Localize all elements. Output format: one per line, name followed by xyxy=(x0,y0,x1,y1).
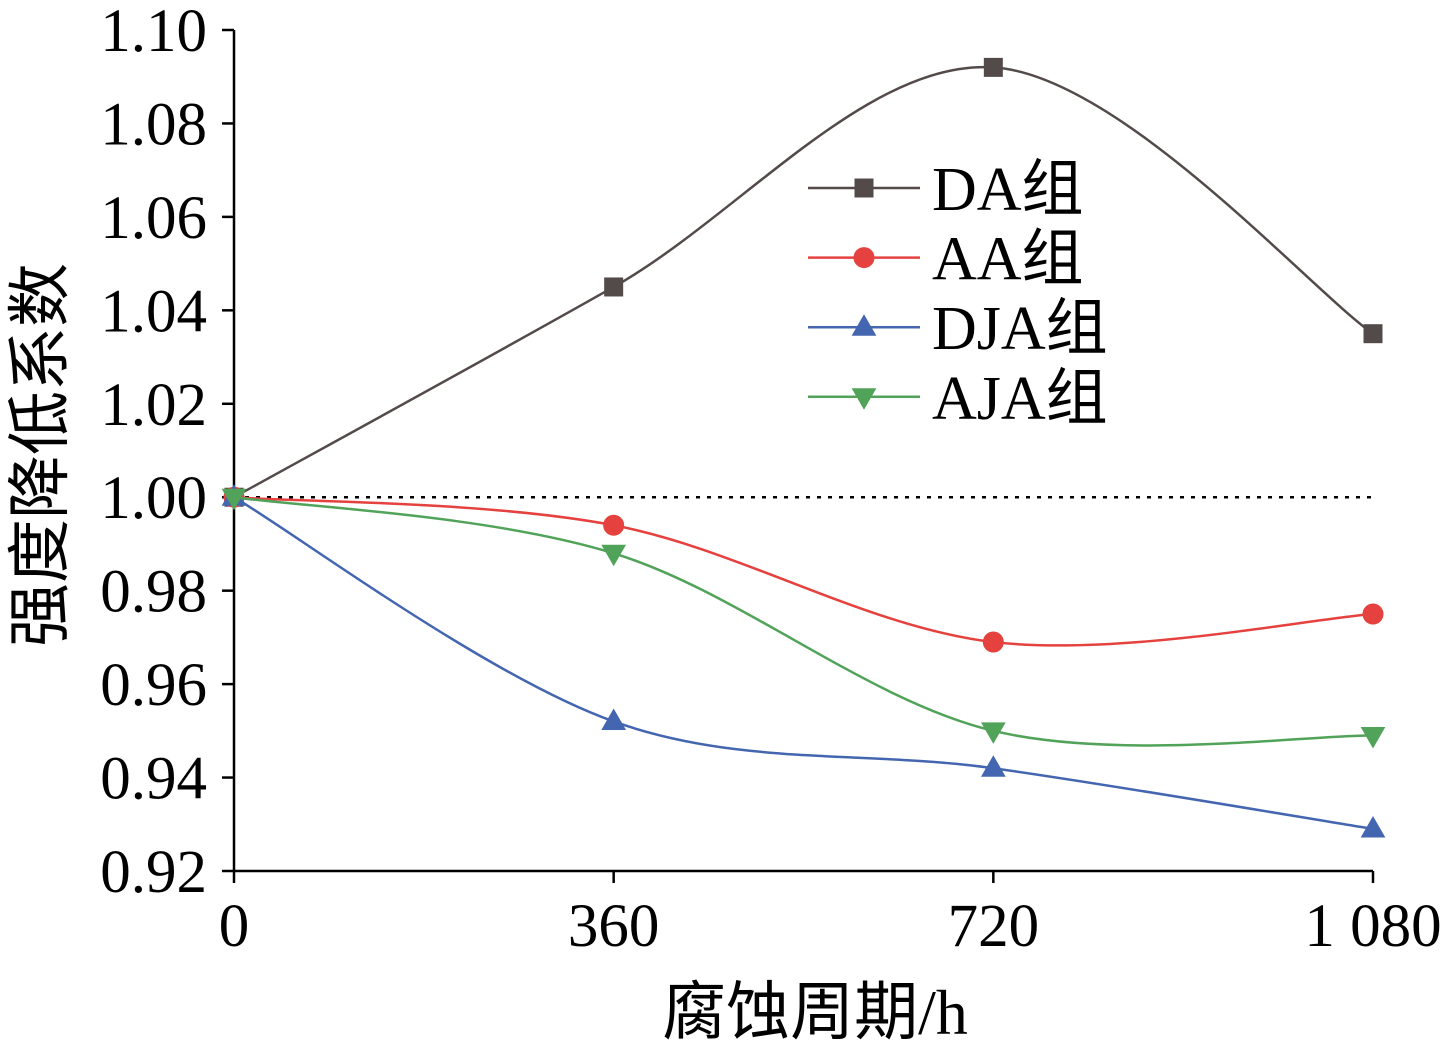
data-point xyxy=(601,544,627,567)
legend-label: DJA组 xyxy=(932,295,1108,363)
data-point xyxy=(221,488,247,511)
data-point xyxy=(983,57,1003,77)
legend-marker xyxy=(853,247,875,269)
y-tick-label: 1.06 xyxy=(100,185,207,252)
data-point xyxy=(1362,603,1384,625)
y-tick-label: 0.98 xyxy=(100,559,207,626)
y-tick-label: 1.00 xyxy=(100,465,207,532)
y-tick-label: 0.96 xyxy=(100,652,207,719)
legend-marker xyxy=(851,388,877,410)
y-tick-label: 1.02 xyxy=(100,372,207,439)
legend-label: AA组 xyxy=(932,226,1084,294)
y-tick-label: 1.04 xyxy=(100,278,207,345)
y-tick-label: 1.08 xyxy=(100,91,207,158)
legend-item: AA组 xyxy=(808,226,1084,294)
series-line xyxy=(233,495,1374,747)
data-point xyxy=(982,631,1004,653)
data-point xyxy=(1360,727,1386,749)
legend-label: DA组 xyxy=(932,156,1084,224)
data-point xyxy=(1363,324,1383,344)
legend-item: DA组 xyxy=(808,156,1084,224)
legend-marker xyxy=(851,314,877,336)
series-3 xyxy=(221,488,1386,749)
x-tick-label: 720 xyxy=(948,893,1040,960)
series-line xyxy=(233,495,1374,647)
y-tick-label: 0.94 xyxy=(100,746,207,813)
legend-marker xyxy=(854,178,874,198)
series-line xyxy=(233,66,1374,499)
y-tick-label: 1.10 xyxy=(100,0,207,65)
y-axis-title: 强度降低系数 xyxy=(5,263,76,647)
axes: 0.92 0.94 0.96 0.98 1.00 1.02 1.04 1.06 1.08 1.10… xyxy=(100,0,1441,960)
series-group xyxy=(221,57,1386,838)
data-point xyxy=(603,514,625,536)
data-point xyxy=(604,277,624,297)
data-point xyxy=(980,722,1006,744)
series-1 xyxy=(223,486,1384,653)
x-axis-title: 腐蚀周期/h xyxy=(662,977,968,1048)
data-point xyxy=(601,708,627,730)
x-tick-label: 0 xyxy=(219,893,250,960)
series-0 xyxy=(224,57,1383,507)
data-point xyxy=(980,755,1006,777)
legend-label: AJA组 xyxy=(932,365,1108,433)
legend-item: AJA组 xyxy=(808,365,1108,433)
y-tick-label: 0.92 xyxy=(100,839,207,906)
x-tick-label: 360 xyxy=(568,893,660,960)
legend-item: DJA组 xyxy=(808,295,1108,363)
x-tick-label: 1 080 xyxy=(1304,893,1441,960)
data-point xyxy=(1360,815,1386,838)
series-line xyxy=(233,496,1374,831)
series-2 xyxy=(221,484,1386,838)
